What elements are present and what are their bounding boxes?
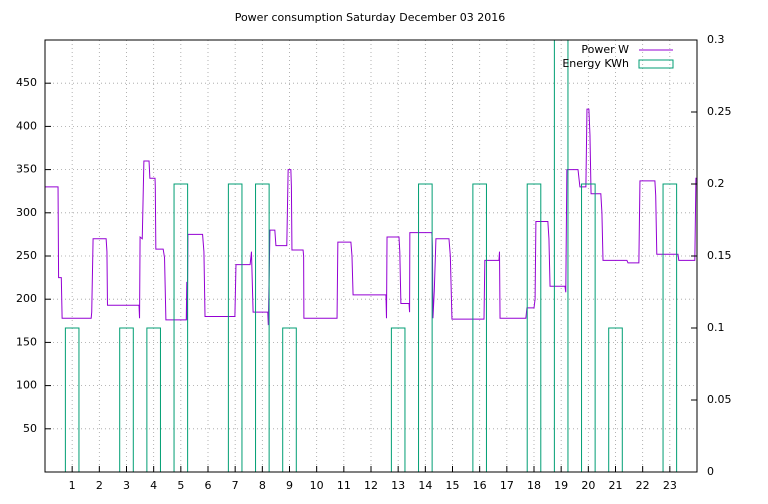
y-tick-label: 200 — [16, 292, 37, 305]
y2-tick-label: 0 — [707, 465, 714, 478]
x-tick-label: 5 — [177, 479, 184, 492]
energy-bar — [553, 40, 569, 472]
x-tick-label: 20 — [581, 479, 595, 492]
energy-bar — [282, 327, 297, 472]
x-tick-label: 15 — [446, 479, 460, 492]
y-tick-label: 150 — [16, 335, 37, 348]
x-tick-label: 16 — [473, 479, 487, 492]
y-tick-label: 100 — [16, 379, 37, 392]
y-tick-label: 50 — [23, 422, 37, 435]
energy-bar — [255, 183, 270, 472]
legend-label: Power W — [581, 43, 629, 56]
y2-tick-label: 0.25 — [707, 105, 732, 118]
chart-title: Power consumption Saturday December 03 2… — [235, 11, 506, 24]
energy-bar — [227, 183, 243, 472]
y-tick-label: 450 — [16, 76, 37, 89]
x-tick-label: 8 — [259, 479, 266, 492]
y2-tick-label: 0.15 — [707, 249, 732, 262]
legend-label: Energy KWh — [562, 57, 629, 70]
y2-tick-label: 0.3 — [707, 33, 725, 46]
x-tick-label: 14 — [418, 479, 432, 492]
x-tick-label: 12 — [364, 479, 378, 492]
x-tick-label: 23 — [663, 479, 677, 492]
y-tick-label: 250 — [16, 249, 37, 262]
energy-bar — [526, 183, 542, 472]
x-tick-label: 10 — [310, 479, 324, 492]
energy-bar — [146, 327, 161, 472]
energy-bar — [608, 327, 623, 472]
legend-swatch — [638, 59, 674, 69]
x-tick-label: 7 — [232, 479, 239, 492]
x-tick-label: 3 — [123, 479, 130, 492]
energy-bar — [390, 327, 406, 472]
x-tick-label: 21 — [609, 479, 623, 492]
energy-bar — [64, 327, 80, 472]
x-tick-label: 22 — [636, 479, 650, 492]
y-tick-label: 300 — [16, 206, 37, 219]
y2-tick-label: 0.2 — [707, 177, 725, 190]
y2-tick-label: 0.05 — [707, 393, 732, 406]
x-tick-label: 13 — [391, 479, 405, 492]
energy-bar — [662, 183, 678, 472]
x-tick-label: 9 — [286, 479, 293, 492]
y2-tick-label: 0.1 — [707, 321, 725, 334]
energy-bar — [173, 183, 189, 472]
x-tick-label: 2 — [96, 479, 103, 492]
energy-bar — [418, 183, 433, 472]
energy-bar — [472, 183, 487, 472]
x-tick-label: 1 — [69, 479, 76, 492]
x-tick-label: 11 — [337, 479, 351, 492]
x-tick-label: 18 — [527, 479, 541, 492]
x-tick-label: 17 — [500, 479, 514, 492]
y-tick-label: 400 — [16, 119, 37, 132]
power-line — [45, 108, 697, 326]
x-tick-label: 6 — [205, 479, 212, 492]
x-tick-label: 4 — [150, 479, 157, 492]
energy-bar — [581, 183, 596, 472]
energy-bar — [119, 327, 134, 472]
y-tick-label: 350 — [16, 163, 37, 176]
x-tick-label: 19 — [554, 479, 568, 492]
